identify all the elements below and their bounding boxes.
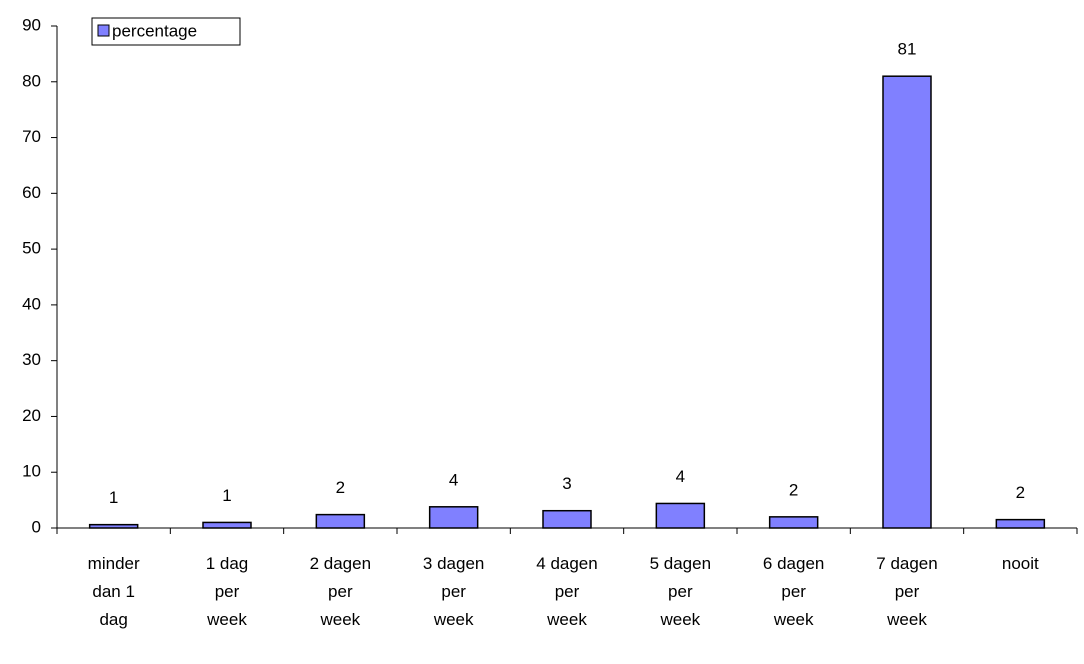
- bar: [428, 506, 479, 529]
- x-tick-label: 7 dagen per week: [876, 554, 938, 629]
- y-tick-label: 40: [22, 294, 41, 313]
- x-tick-label: 5 dagen per week: [649, 554, 712, 629]
- bar: [768, 516, 819, 529]
- x-tick-label: 2 dagen per week: [309, 554, 372, 629]
- y-tick-label: 90: [22, 15, 41, 34]
- y-tick-label: 10: [22, 462, 41, 481]
- y-tick-label: 80: [22, 71, 41, 90]
- legend-swatch: [97, 24, 110, 37]
- data-label: 81: [898, 40, 917, 59]
- data-label: 2: [789, 480, 798, 499]
- x-tick-label: 1 dag per week: [205, 554, 249, 629]
- x-tick-label: minder dan 1 dag: [87, 554, 140, 629]
- bar: [88, 523, 139, 529]
- data-label: 3: [562, 474, 571, 493]
- data-label: 1: [109, 488, 118, 507]
- bar: [655, 502, 706, 529]
- bar: [315, 513, 366, 529]
- data-label: 2: [336, 478, 345, 497]
- data-label: 1: [222, 486, 231, 505]
- x-tick-label: 4 dagen per week: [536, 554, 598, 629]
- y-tick-label: 70: [22, 127, 41, 146]
- x-tick-label: 3 dagen per week: [422, 554, 485, 629]
- y-tick-label: 50: [22, 239, 41, 258]
- bar: [542, 509, 592, 529]
- y-tick-label: 60: [22, 183, 41, 202]
- x-tick-label: nooit: [1001, 554, 1039, 573]
- y-tick-label: 30: [22, 350, 41, 369]
- data-label: 4: [449, 470, 458, 489]
- bar: [882, 75, 932, 529]
- y-tick-label: 0: [32, 517, 41, 536]
- data-label: 4: [676, 467, 685, 486]
- x-tick-label: 6 dagen per week: [762, 554, 825, 629]
- bar: [202, 521, 252, 529]
- bar: [995, 518, 1046, 529]
- legend-box: [91, 17, 241, 46]
- legend-label: percentage: [112, 21, 197, 40]
- data-label: 2: [1016, 483, 1025, 502]
- y-tick-label: 20: [22, 406, 41, 425]
